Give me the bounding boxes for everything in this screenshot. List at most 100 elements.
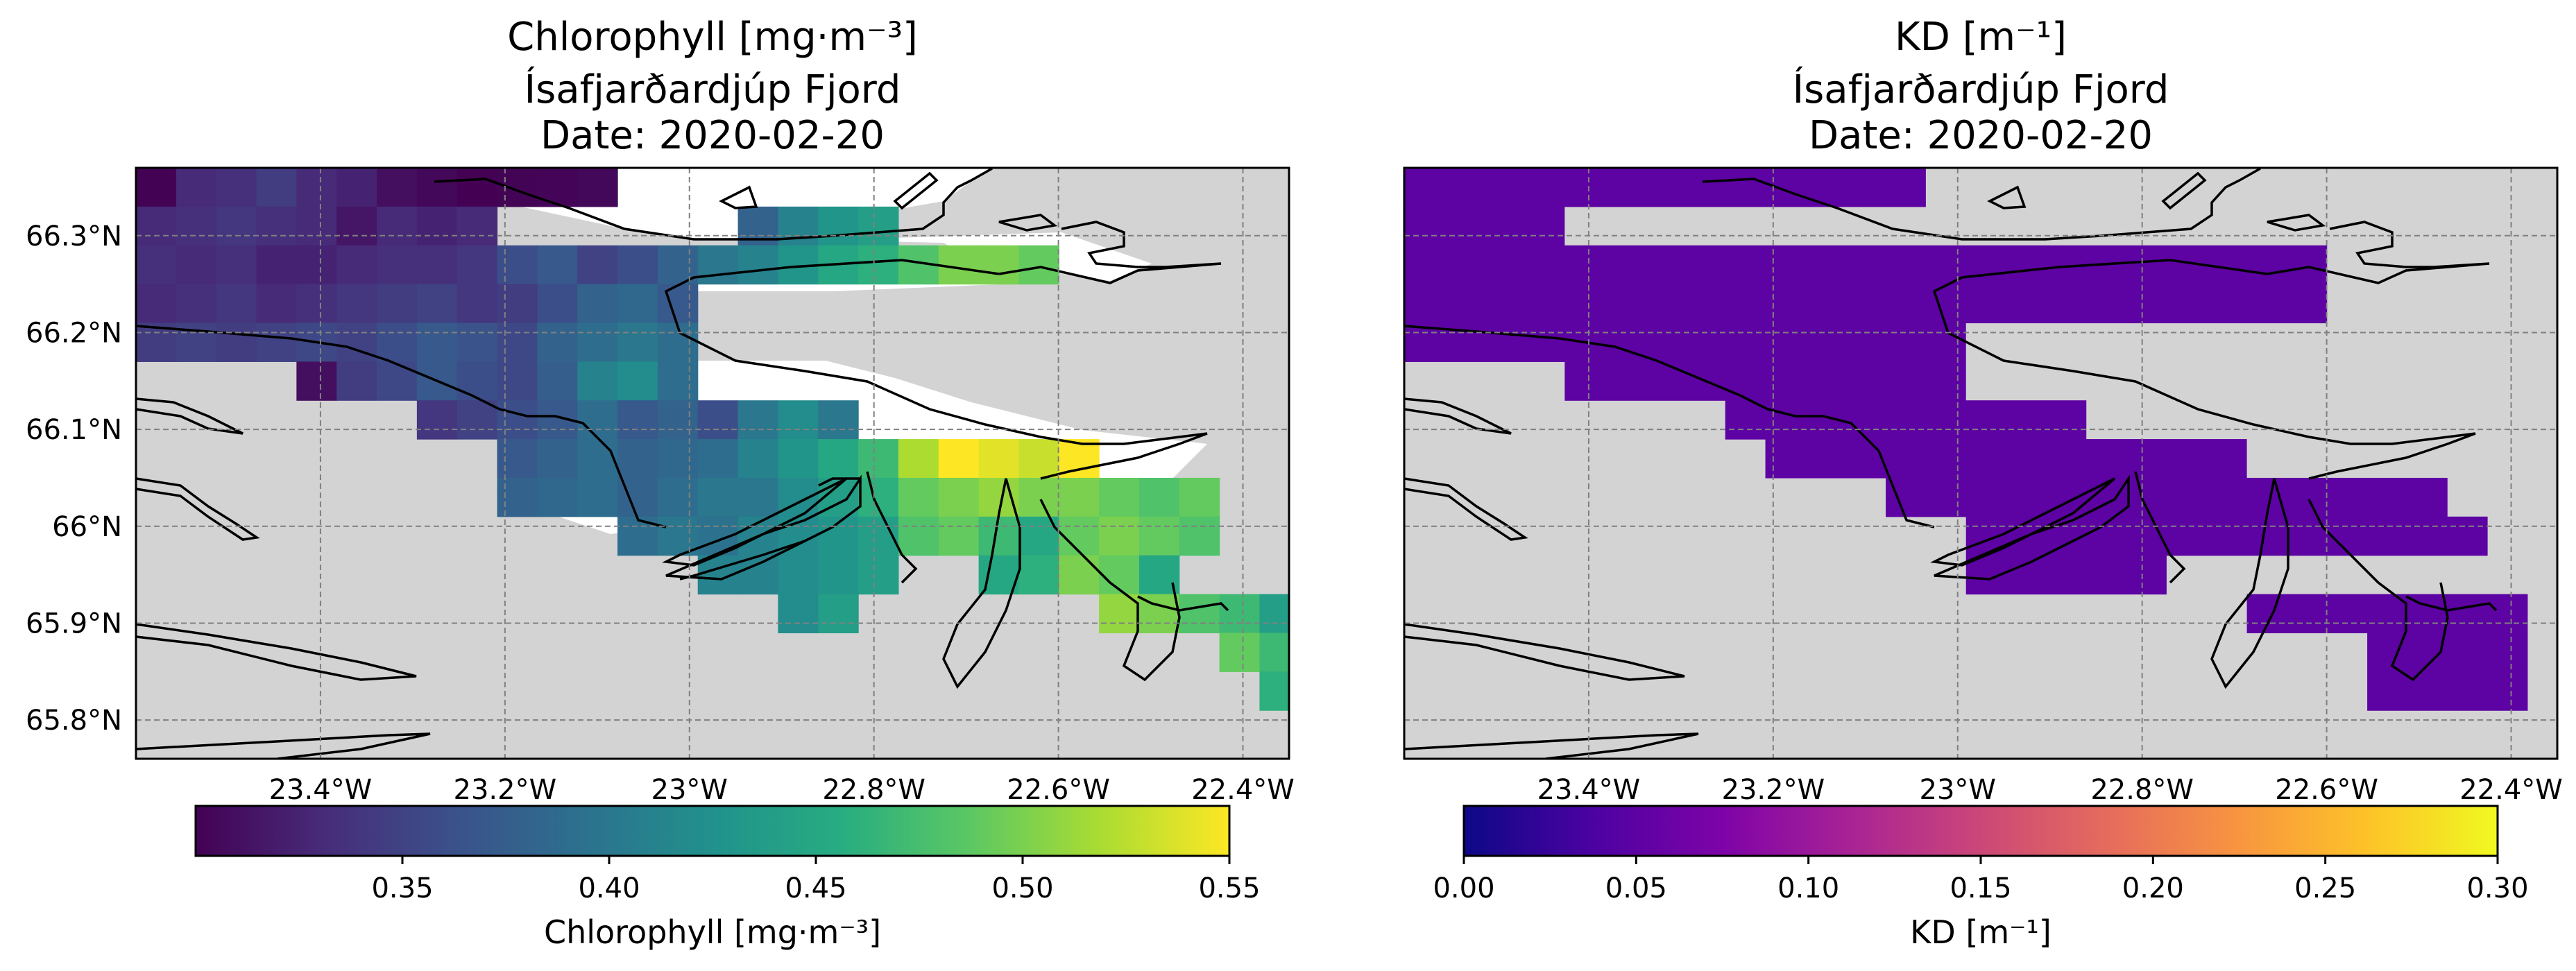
colorbar-tick-label: 0.35	[371, 873, 433, 904]
y-tick-label: 66°N	[52, 511, 122, 543]
data-cell	[1099, 477, 1140, 517]
data-cell	[176, 168, 217, 207]
data-cell	[577, 400, 618, 440]
data-cell	[1219, 633, 1261, 672]
data-cell	[256, 245, 297, 285]
kd-colorbar-ticks: 0.00 0.05 0.10 0.15 0.20 0.25 0.30	[1433, 856, 2529, 904]
x-tick-label: 23.4°W	[269, 774, 373, 806]
data-cell	[737, 477, 779, 517]
data-cell	[1765, 439, 2247, 479]
x-tick-label: 22.6°W	[1007, 774, 1110, 806]
data-cell	[617, 284, 658, 324]
data-cell	[216, 245, 257, 285]
data-cell	[818, 400, 859, 440]
data-cell	[377, 245, 418, 285]
x-tick-label: 22.4°W	[2459, 774, 2563, 806]
data-cell	[336, 245, 377, 285]
data-cell	[1299, 671, 1340, 710]
data-cell	[858, 245, 899, 285]
data-cell	[2367, 671, 2528, 711]
data-cell	[697, 477, 739, 517]
data-cell	[1259, 594, 1289, 634]
data-cell	[457, 245, 498, 285]
data-cell	[457, 284, 498, 324]
data-cell	[256, 206, 297, 246]
kd-panel: KD [m⁻¹] Ísafjarðardjúp Fjord Date: 2020…	[1403, 15, 2563, 951]
chlorophyll-panel: Chlorophyll [mg·m⁻³] Ísafjarðardjúp Fjor…	[26, 15, 1340, 951]
data-cell	[1404, 245, 2328, 285]
data-cell	[1179, 516, 1220, 556]
chl-colorbar-label: Chlorophyll [mg·m⁻³]	[544, 913, 881, 951]
data-cell	[577, 284, 618, 324]
y-tick-label: 65.8°N	[26, 705, 122, 737]
data-cell	[416, 168, 458, 207]
data-cell	[336, 168, 377, 207]
data-cell	[1059, 555, 1100, 595]
y-tick-label: 65.9°N	[26, 608, 122, 639]
data-cell	[577, 477, 618, 517]
data-cell	[296, 168, 337, 207]
kd-data-cells	[1404, 168, 2528, 711]
data-cell	[457, 323, 498, 362]
data-cell	[938, 477, 980, 517]
data-cell	[1018, 477, 1059, 517]
data-cell	[497, 361, 538, 401]
chl-map-frame	[135, 166, 1290, 760]
colorbar-tick-label: 0.50	[991, 873, 1053, 904]
data-cell	[1179, 477, 1220, 517]
data-cell	[497, 323, 538, 362]
data-cell	[377, 361, 418, 401]
data-cell	[416, 323, 458, 362]
colorbar-tick-label: 0.55	[1198, 873, 1260, 904]
data-cell	[858, 206, 899, 246]
chl-title-line-2: Ísafjarðardjúp Fjord	[524, 67, 901, 112]
data-cell	[216, 168, 257, 207]
data-cell	[818, 206, 859, 246]
data-cell	[537, 477, 578, 517]
colorbar-tick-label: 0.10	[1777, 873, 1839, 904]
data-cell	[858, 555, 899, 595]
data-cell	[697, 439, 739, 479]
data-cell	[657, 361, 699, 401]
data-cell	[778, 555, 819, 595]
kd-map-frame	[1403, 166, 2559, 760]
kd-gridlines	[1404, 168, 2557, 759]
data-cell	[737, 400, 779, 440]
x-tick-label: 23°W	[651, 774, 728, 806]
data-cell	[1725, 400, 2087, 440]
data-cell	[657, 400, 699, 440]
chl-title-line-1: Chlorophyll [mg·m⁻³]	[507, 15, 918, 60]
data-cell	[978, 516, 1020, 556]
x-tick-label: 22.8°W	[2090, 774, 2194, 806]
data-cell	[617, 323, 658, 362]
chl-x-ticks: 23.4°W 23.2°W 23°W 22.8°W 22.6°W 22.4°W	[269, 774, 1295, 806]
data-cell	[898, 516, 939, 556]
x-tick-label: 23.2°W	[1722, 774, 1825, 806]
x-tick-label: 23°W	[1920, 774, 1996, 806]
data-cell	[818, 439, 859, 479]
data-cell	[497, 477, 538, 517]
data-cell	[577, 323, 618, 362]
data-cell	[818, 594, 859, 634]
data-cell	[778, 477, 819, 517]
data-cell	[617, 400, 658, 440]
x-tick-label: 22.6°W	[2275, 774, 2378, 806]
chl-colorbar	[194, 805, 1231, 857]
kd-title-line-2: Ísafjarðardjúp Fjord	[1793, 67, 2169, 112]
data-cell	[216, 206, 257, 246]
data-cell	[537, 361, 578, 401]
kd-colorbar-label: KD [m⁻¹]	[1910, 913, 2052, 951]
chl-colorbar-ticks: 0.35 0.40 0.45 0.50 0.55	[371, 856, 1261, 904]
data-cell	[938, 245, 980, 285]
data-cell	[978, 245, 1020, 285]
data-cell	[336, 284, 377, 324]
data-cell	[737, 245, 779, 285]
data-cell	[1404, 206, 1565, 246]
data-cell	[176, 206, 217, 246]
data-cell	[1404, 323, 1966, 362]
data-cell	[1564, 361, 1966, 401]
data-cell	[537, 168, 578, 207]
data-cell	[1018, 555, 1059, 595]
data-cell	[1404, 168, 1926, 207]
data-cell	[697, 245, 739, 285]
